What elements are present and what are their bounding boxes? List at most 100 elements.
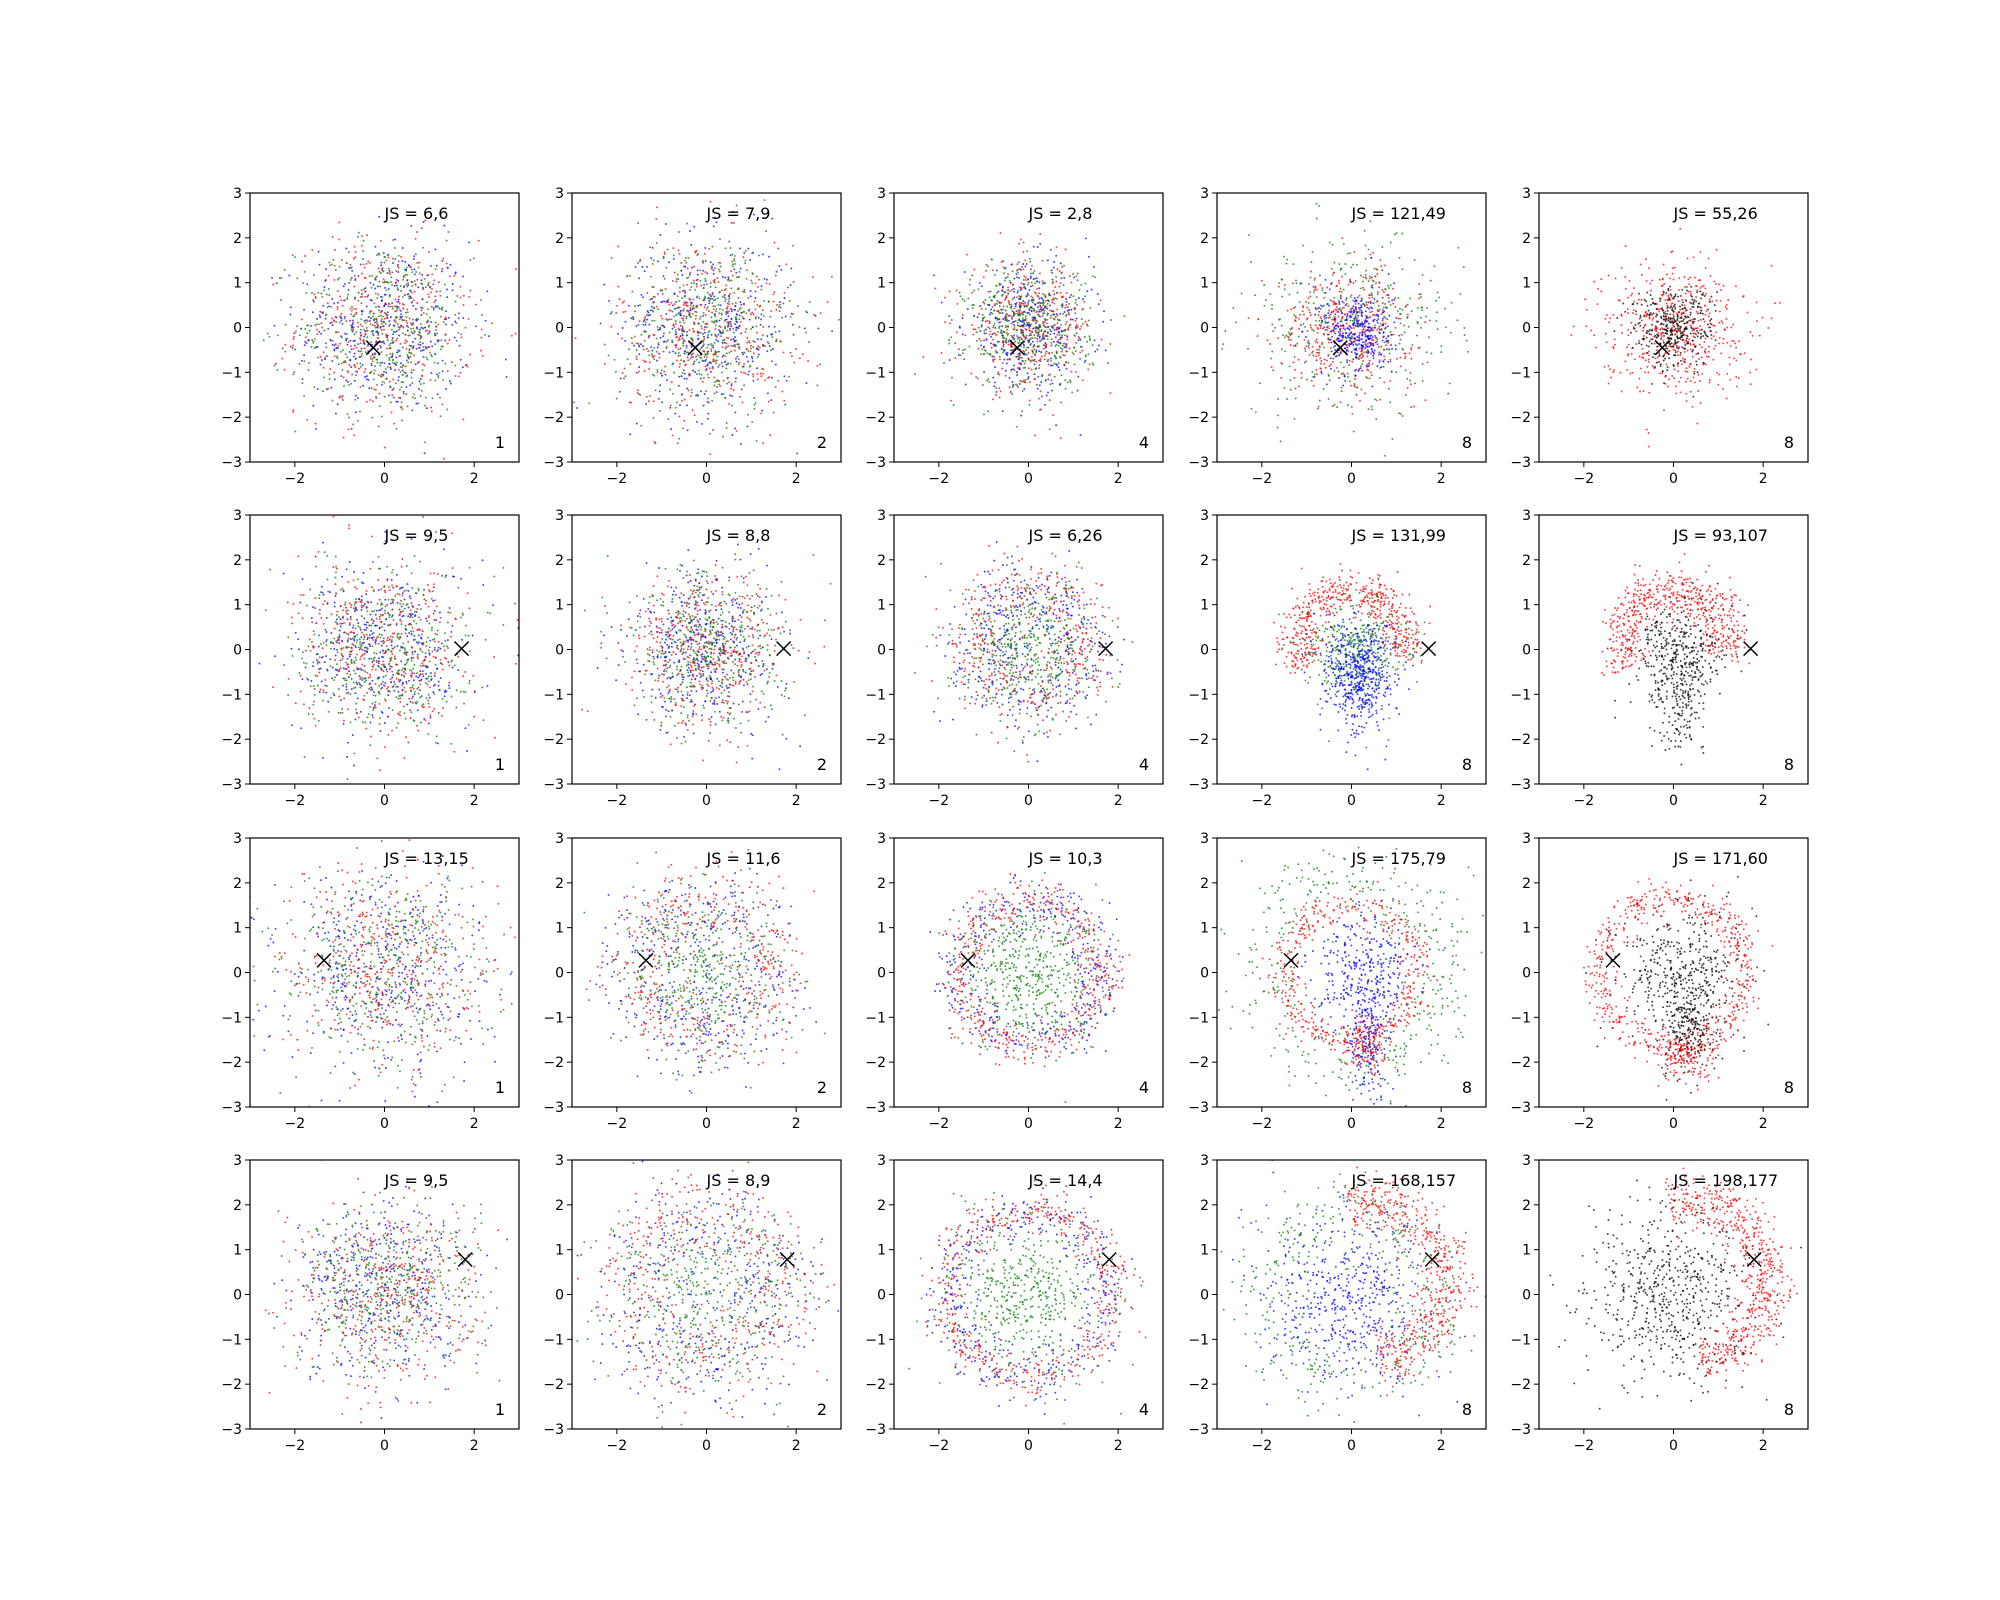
scatter-point-red bbox=[1052, 289, 1055, 292]
scatter-point-red bbox=[390, 276, 393, 279]
scatter-point-red bbox=[377, 324, 380, 327]
scatter-point-green bbox=[394, 363, 397, 366]
scatter-point-green bbox=[682, 360, 685, 363]
scatter-point-green bbox=[977, 288, 980, 291]
scatter-point-red bbox=[1286, 309, 1289, 312]
scatter-point-green bbox=[1271, 323, 1274, 326]
scatter-point-green bbox=[359, 296, 362, 299]
scatter-point-green bbox=[1055, 275, 1057, 278]
scatter-point-green bbox=[328, 373, 331, 376]
scatter-point-blue bbox=[991, 333, 994, 336]
scatter-point-blue bbox=[679, 324, 682, 327]
scatter-point-red bbox=[679, 310, 682, 313]
scatter-point-red bbox=[1371, 362, 1374, 365]
scatter-point-red bbox=[733, 257, 736, 260]
scatter-point-green bbox=[1427, 336, 1430, 339]
scatter-point-blue bbox=[436, 373, 438, 376]
scatter-point-green bbox=[1336, 406, 1339, 409]
scatter-point-blue bbox=[671, 327, 674, 330]
scatter-point-green bbox=[1389, 284, 1392, 287]
scatter-point-green bbox=[1052, 327, 1055, 329]
scatter-point-green bbox=[1399, 322, 1402, 325]
scatter-point-red bbox=[635, 358, 638, 361]
scatter-point-red bbox=[1380, 327, 1383, 330]
scatter-point-green bbox=[1016, 321, 1019, 324]
scatter-point-red bbox=[976, 377, 979, 380]
scatter-point-blue bbox=[1077, 339, 1080, 342]
scatter-point-green bbox=[283, 268, 286, 271]
scatter-point-green bbox=[1041, 375, 1044, 378]
scatter-point-blue bbox=[420, 326, 423, 329]
scatter-point-blue bbox=[1324, 278, 1327, 281]
scatter-point-green bbox=[686, 222, 689, 225]
scatter-point-red bbox=[279, 299, 282, 301]
scatter-point-blue bbox=[735, 271, 738, 274]
scatter-point-green bbox=[1321, 343, 1324, 346]
scatter-point-green bbox=[292, 373, 295, 376]
scatter-point-blue bbox=[361, 363, 364, 366]
scatter-point-green bbox=[1436, 328, 1439, 331]
scatter-point-blue bbox=[672, 350, 675, 353]
scatter-point-red bbox=[1332, 310, 1335, 313]
scatter-point-blue bbox=[351, 319, 354, 322]
scatter-point-red bbox=[985, 263, 988, 266]
scatter-point-green bbox=[1088, 335, 1091, 338]
scatter-point-red bbox=[726, 325, 729, 328]
scatter-point-red bbox=[973, 268, 976, 271]
scatter-point-red bbox=[1306, 316, 1309, 319]
scatter-point-green bbox=[710, 362, 713, 365]
scatter-point-green bbox=[363, 328, 366, 331]
scatter-point-green bbox=[690, 282, 693, 285]
scatter-point-blue bbox=[661, 401, 664, 404]
scatter-point-blue bbox=[1052, 340, 1055, 343]
scatter-point-green bbox=[373, 369, 376, 372]
scatter-point-blue bbox=[686, 330, 688, 333]
scatter-point-green bbox=[1080, 283, 1083, 286]
scatter-point-red bbox=[379, 239, 382, 242]
scatter-point-blue bbox=[1053, 332, 1056, 335]
scatter-point-green bbox=[1329, 316, 1332, 319]
scatter-point-blue bbox=[702, 261, 705, 264]
scatter-point-red bbox=[1331, 318, 1334, 321]
scatter-point-red bbox=[1018, 242, 1021, 245]
scatter-point-blue bbox=[940, 301, 943, 304]
scatter-point-blue bbox=[727, 315, 730, 318]
scatter-point-blue bbox=[1378, 351, 1381, 354]
scatter-point-red bbox=[1312, 350, 1314, 353]
scatter-point-red bbox=[448, 338, 451, 341]
scatter-point-green bbox=[1370, 405, 1373, 408]
scatter-point-blue bbox=[291, 346, 294, 349]
scatter-point-blue bbox=[1312, 285, 1315, 288]
scatter-point-blue bbox=[792, 333, 795, 336]
scatter-point-blue bbox=[349, 339, 352, 342]
scatter-point-blue bbox=[422, 221, 425, 223]
scatter-point-red bbox=[1048, 399, 1051, 402]
scatter-point-red bbox=[425, 329, 428, 332]
scatter-point-red bbox=[349, 307, 352, 310]
scatter-point-red bbox=[1039, 304, 1042, 307]
scatter-point-blue bbox=[753, 213, 755, 216]
scatter-point-red bbox=[354, 398, 357, 401]
scatter-point-red bbox=[994, 303, 997, 305]
scatter-point-blue bbox=[778, 330, 781, 333]
scatter-point-blue bbox=[1338, 303, 1341, 306]
scatter-point-green bbox=[723, 320, 726, 322]
scatter-point-green bbox=[1031, 301, 1034, 304]
scatter-point-green bbox=[303, 394, 306, 397]
scatter-point-green bbox=[1307, 302, 1310, 304]
scatter-point-green bbox=[635, 349, 638, 352]
scatter-point-blue bbox=[1011, 310, 1014, 313]
scatter-point-red bbox=[678, 291, 681, 293]
scatter-point-blue bbox=[650, 346, 653, 349]
scatter-point-green bbox=[1049, 383, 1052, 386]
scatter-point-blue bbox=[644, 323, 647, 326]
scatter-point-red bbox=[1376, 273, 1379, 275]
scatter-point-red bbox=[1033, 353, 1036, 356]
scatter-point-red bbox=[1057, 338, 1060, 341]
scatter-point-blue bbox=[348, 351, 351, 353]
scatter-point-green bbox=[644, 321, 647, 324]
scatter-point-blue bbox=[505, 376, 508, 379]
scatter-point-green bbox=[1456, 319, 1459, 322]
x-marker bbox=[365, 340, 381, 356]
scatter-point-green bbox=[679, 354, 682, 357]
